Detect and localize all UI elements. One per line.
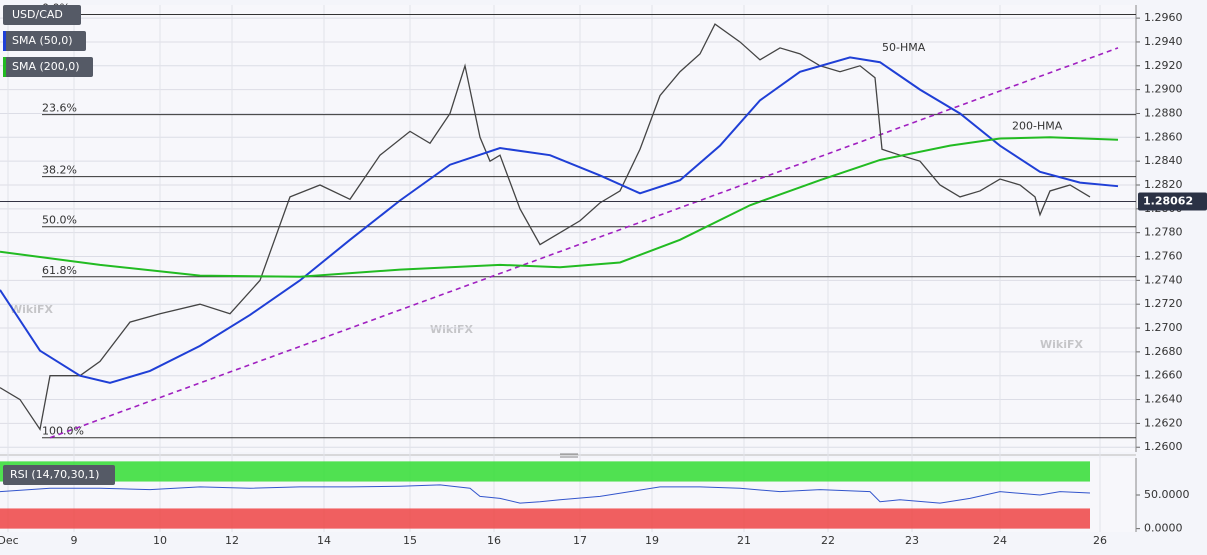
fib-label: 38.2% [42,164,77,177]
y-tick-label: 1.2840 [1144,154,1183,167]
watermark: WikiFX [430,323,474,336]
x-tick-label: Dec [0,534,19,547]
y-tick-label: 0.0000 [1144,522,1183,535]
x-tick-label: 9 [71,534,78,547]
y-tick-label: 1.2820 [1144,178,1183,191]
rsi-band [0,461,1090,482]
rsi-line [0,484,1091,504]
y-tick-label: 1.2660 [1144,369,1183,382]
legend-label: SMA (50,0) [12,34,73,47]
fib-label: 61.8% [42,264,77,277]
y-tick-label: 1.2740 [1144,273,1183,286]
legend-box [3,465,115,485]
price-line [0,23,1091,432]
trendline [49,47,1119,439]
legend-box [3,31,86,51]
fib-label: 23.6% [42,102,77,115]
legend-label: USD/CAD [12,8,63,21]
y-tick-label: 1.2860 [1144,130,1183,143]
y-tick-label: 1.2880 [1144,106,1183,119]
x-tick-label: 21 [737,534,751,547]
y-tick-label: 1.2920 [1144,59,1183,72]
annotation: 200-HMA [1012,120,1063,133]
y-tick-label: 1.2600 [1144,440,1183,453]
legend-swatch [3,31,6,51]
y-tick-label: 1.2620 [1144,416,1183,429]
legend-swatch [3,57,6,77]
sma-line [0,136,1119,278]
legend-box [3,5,81,25]
annotation: 50-HMA [882,41,926,54]
legend-label: SMA (200,0) [12,60,80,73]
rsi-band [0,508,1090,529]
y-tick-label: 50.0000 [1144,488,1190,501]
x-tick-label: 24 [993,534,1007,547]
x-tick-label: 19 [645,534,659,547]
y-tick-label: 1.2720 [1144,297,1183,310]
panel-title: RSI (14,70,30,1) [10,468,99,481]
fib-label: 100.0% [42,425,84,438]
fib-label: 50.0% [42,214,77,227]
x-tick-label: 15 [403,534,417,547]
y-tick-label: 1.2760 [1144,250,1183,263]
y-tick-label: 1.2900 [1144,83,1183,96]
x-tick-label: 17 [573,534,587,547]
y-tick-label: 1.2640 [1144,393,1183,406]
price-tag [1138,192,1207,211]
price-tag-label: 1.28062 [1143,194,1193,207]
x-tick-label: 16 [487,534,501,547]
y-tick-label: 1.2940 [1144,35,1183,48]
x-tick-label: 10 [153,534,167,547]
y-tick-label: 1.2960 [1144,11,1183,24]
legend-box [3,57,93,77]
y-tick-label: 1.2700 [1144,321,1183,334]
y-tick-label: 1.2780 [1144,226,1183,239]
watermark: WikiFX [1040,338,1084,351]
watermark: WikiFX [10,303,54,316]
sma-line [0,56,1119,384]
y-tick-label: 1.2680 [1144,345,1183,358]
x-tick-label: 23 [905,534,919,547]
x-tick-label: 26 [1093,534,1107,547]
x-tick-label: 12 [225,534,239,547]
x-tick-label: 22 [821,534,835,547]
x-tick-label: 14 [317,534,331,547]
